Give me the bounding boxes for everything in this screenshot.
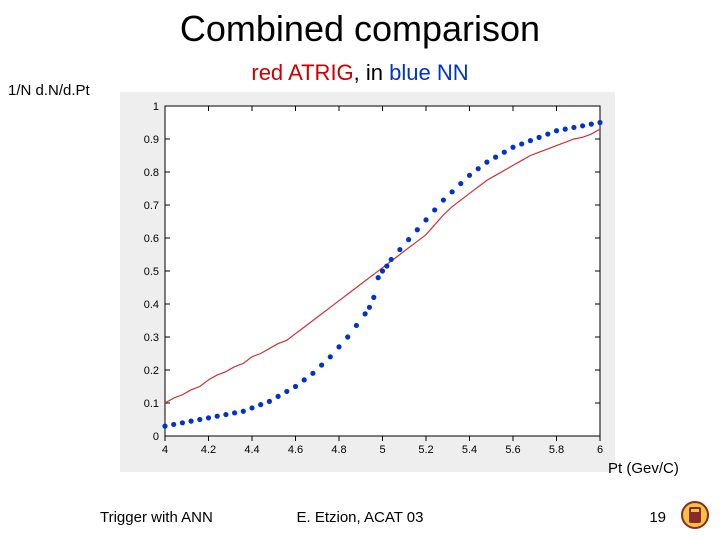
svg-text:4: 4 xyxy=(162,444,168,456)
series-nn-point xyxy=(571,125,576,130)
svg-text:0.9: 0.9 xyxy=(144,134,159,146)
series-nn-point xyxy=(367,305,372,310)
series-nn-point xyxy=(258,402,263,407)
svg-text:5.8: 5.8 xyxy=(549,444,564,456)
svg-text:0: 0 xyxy=(153,431,159,443)
chart-panel: 4 4.2 4.4 4.6 4.8 5 5.2 5.4 5.6 5.8 6 0 0.1 0.2 0.3 0.4… xyxy=(120,92,615,472)
series-nn-point xyxy=(310,371,315,376)
series-nn-point xyxy=(510,145,515,150)
svg-text:5.6: 5.6 xyxy=(505,444,520,456)
svg-text:1: 1 xyxy=(153,101,159,113)
chart-svg: 4 4.2 4.4 4.6 4.8 5 5.2 5.4 5.6 5.8 6 0 0.1 0.2 0.3 0.4… xyxy=(120,92,615,472)
series-nn-point xyxy=(415,227,420,232)
series-nn-point xyxy=(580,123,585,128)
svg-text:4.4: 4.4 xyxy=(244,444,259,456)
series-nn-point xyxy=(171,422,176,427)
svg-text:0.7: 0.7 xyxy=(144,200,159,212)
series-nn-point xyxy=(476,166,481,171)
series-nn-point xyxy=(376,275,381,280)
series-nn-point xyxy=(458,181,463,186)
series-nn-point xyxy=(441,197,446,202)
svg-text:5: 5 xyxy=(379,444,385,456)
svg-text:0.8: 0.8 xyxy=(144,167,159,179)
series-nn-point xyxy=(302,377,307,382)
svg-text:0.2: 0.2 xyxy=(144,365,159,377)
legend-blue: blue NN xyxy=(389,60,468,85)
series-nn-point xyxy=(563,127,568,132)
series-nn-point xyxy=(232,410,237,415)
svg-text:0.5: 0.5 xyxy=(144,266,159,278)
series-nn-point xyxy=(162,424,167,429)
series-nn-point xyxy=(284,389,289,394)
svg-text:5.4: 5.4 xyxy=(462,444,477,456)
svg-text:0.4: 0.4 xyxy=(144,299,159,311)
series-nn-point xyxy=(554,128,559,133)
legend-red: red ATRIG xyxy=(251,60,353,85)
series-nn-point xyxy=(589,122,594,127)
svg-text:0.6: 0.6 xyxy=(144,233,159,245)
series-nn-point xyxy=(354,323,359,328)
x-axis-label: Pt (Gev/C) xyxy=(608,460,679,477)
series-nn-point xyxy=(528,138,533,143)
series-nn-point xyxy=(371,295,376,300)
series-nn-point xyxy=(180,420,185,425)
series-nn-point xyxy=(215,414,220,419)
slide: Combined comparison red ATRIG, in blue N… xyxy=(0,0,720,540)
svg-text:4.8: 4.8 xyxy=(331,444,346,456)
series-nn-point xyxy=(363,311,368,316)
series-nn-point xyxy=(206,415,211,420)
svg-text:0.1: 0.1 xyxy=(144,398,159,410)
series-nn-point xyxy=(328,354,333,359)
series-nn-point xyxy=(189,419,194,424)
series-nn-point xyxy=(406,237,411,242)
footer-center: E. Etzion, ACAT 03 xyxy=(0,509,720,526)
svg-text:6: 6 xyxy=(597,444,603,456)
series-nn-point xyxy=(336,344,341,349)
series-nn-point xyxy=(423,217,428,222)
logo-icon xyxy=(680,500,710,530)
y-axis-label: 1/N d.N/d.Pt xyxy=(8,82,90,99)
svg-text:5.2: 5.2 xyxy=(418,444,433,456)
series-nn-point xyxy=(519,141,524,146)
svg-text:4.2: 4.2 xyxy=(201,444,216,456)
series-nn-point xyxy=(397,247,402,252)
svg-text:4.6: 4.6 xyxy=(288,444,303,456)
page-number: 19 xyxy=(649,509,666,526)
svg-text:0.3: 0.3 xyxy=(144,332,159,344)
series-nn-point xyxy=(241,409,246,414)
slide-title: Combined comparison xyxy=(0,8,720,50)
series-nn-point xyxy=(597,120,602,125)
legend-subtitle: red ATRIG, in blue NN xyxy=(0,60,720,86)
series-nn-point xyxy=(293,384,298,389)
series-nn-point xyxy=(380,268,385,273)
series-nn-point xyxy=(345,334,350,339)
series-nn-point xyxy=(197,417,202,422)
series-nn-point xyxy=(389,257,394,262)
legend-sep: , in xyxy=(354,60,389,85)
series-nn-point xyxy=(545,131,550,136)
series-nn-point xyxy=(467,173,472,178)
series-nn-point xyxy=(223,412,228,417)
series-nn-point xyxy=(276,394,281,399)
series-nn-point xyxy=(249,405,254,410)
series-nn-point xyxy=(502,150,507,155)
series-nn-point xyxy=(450,189,455,194)
series-nn-point xyxy=(319,362,324,367)
series-nn-point xyxy=(537,135,542,140)
series-nn-point xyxy=(384,263,389,268)
series-nn-point xyxy=(267,399,272,404)
series-nn-point xyxy=(493,155,498,160)
series-nn-point xyxy=(484,160,489,165)
series-nn-point xyxy=(432,207,437,212)
